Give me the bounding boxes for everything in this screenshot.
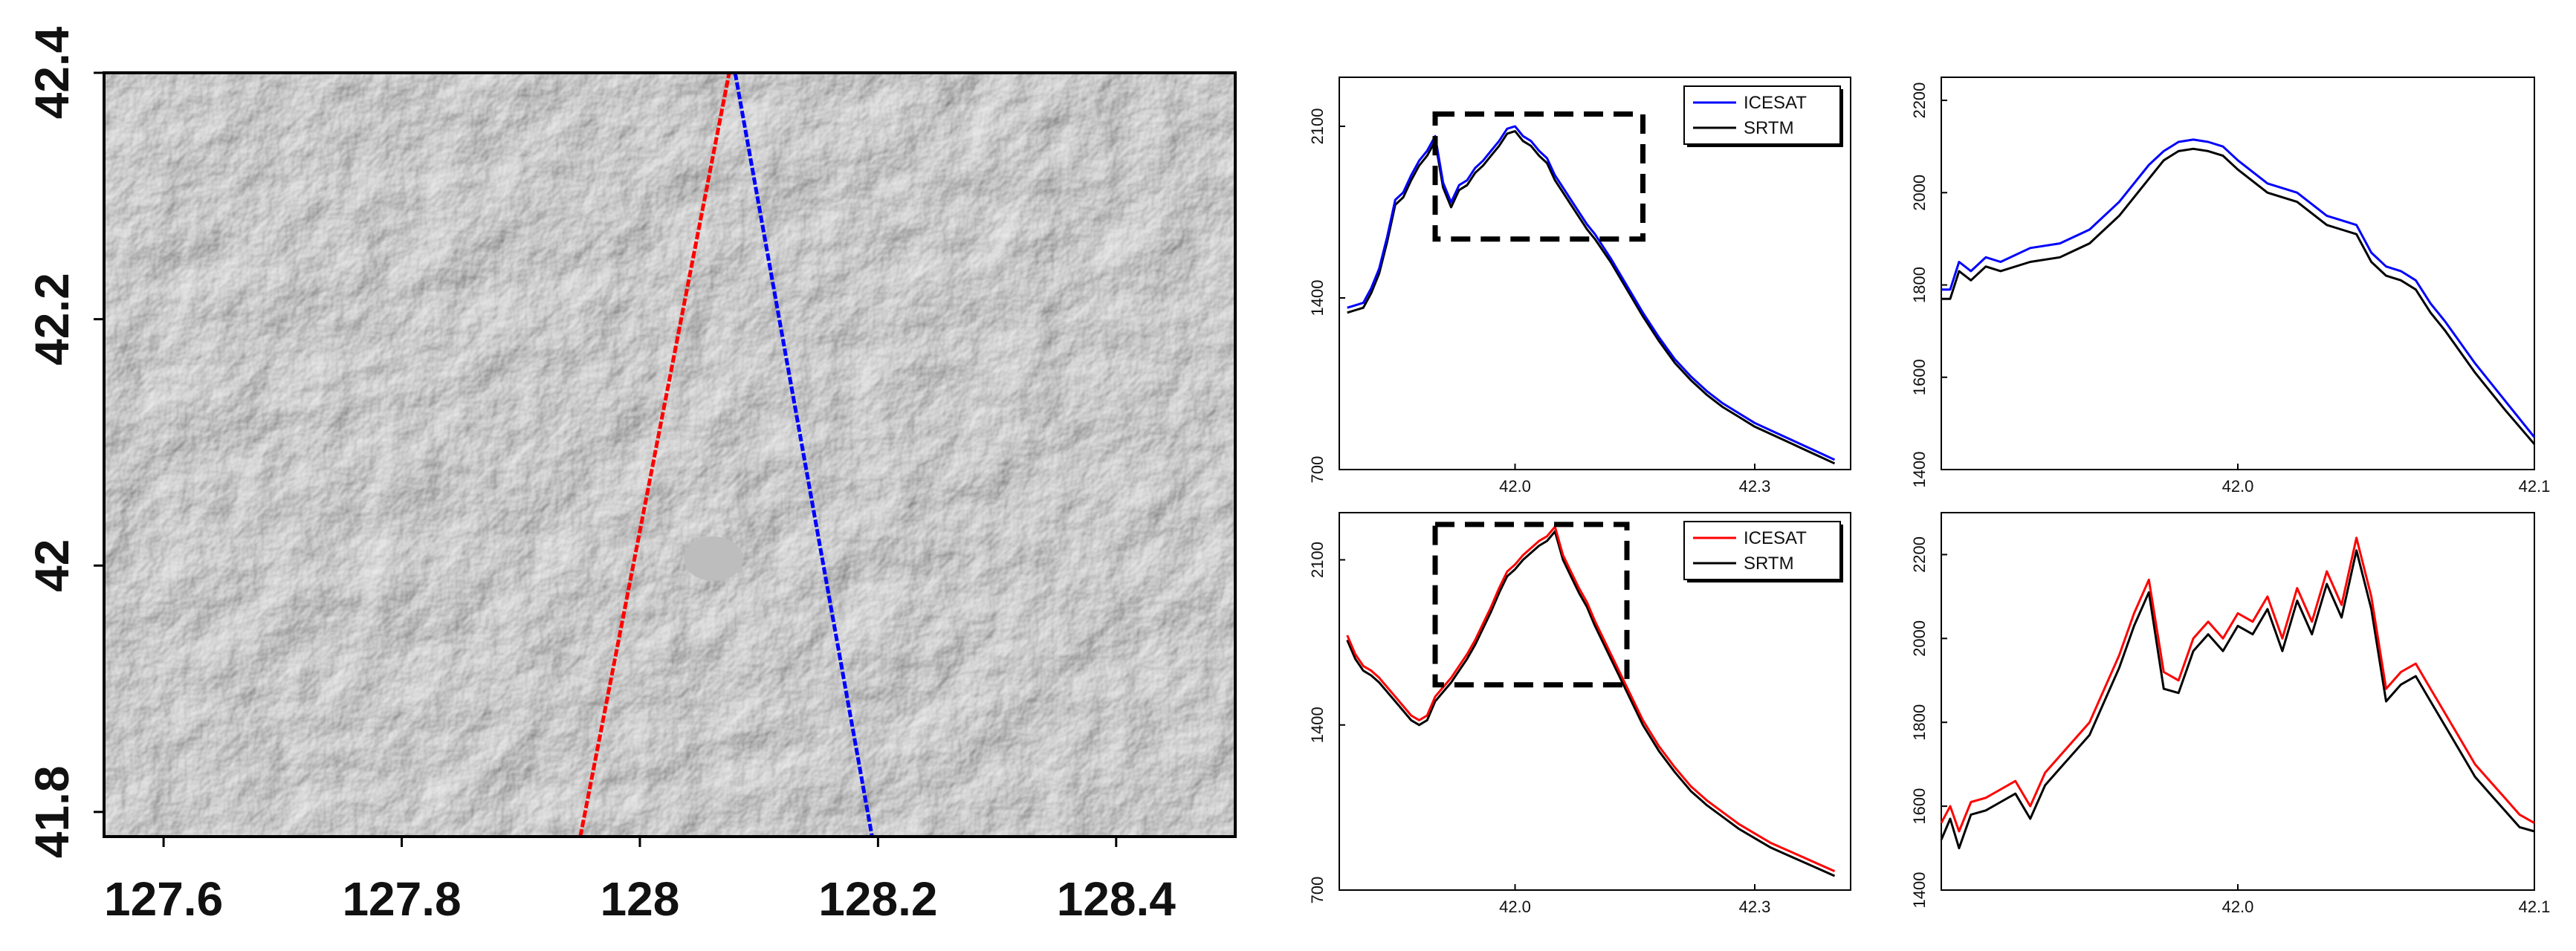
crater-lake <box>684 536 743 581</box>
profile-red-y-tick-label: 2100 <box>1308 542 1327 578</box>
map-y-tick-label: 42.4 <box>25 26 79 119</box>
zoom-blue-y-tick-label: 2200 <box>1910 82 1929 119</box>
zoom-blue-series-srtm <box>1941 147 2536 445</box>
map-track-layer <box>578 73 874 837</box>
profile-blue-series-srtm <box>1347 130 1836 465</box>
map-x-axis: 127.6 127.8 128 128.2 128.4 <box>104 837 1176 926</box>
map-panel: 127.6 127.8 128 128.2 128.4 41.8 42 42.2 42.4 <box>25 26 1237 926</box>
zoom-blue-x-tick-label: 42.1 <box>2519 477 2551 496</box>
legend-box <box>1683 521 1841 580</box>
zoom-panel-blue: 42.0 42.1 1400 1600 1800 2000 2200 <box>1910 77 2550 496</box>
profile-panel-red: 42.0 42.3 700 1400 2100 ICESAT SRTM <box>1308 512 1851 916</box>
legend-label: ICESAT <box>1744 93 1807 113</box>
map-y-tick-label: 42.2 <box>25 273 79 366</box>
relief-background <box>104 73 1235 837</box>
profile-blue-y-tick-label: 1400 <box>1308 280 1327 317</box>
zoom-red-series-icesat <box>1940 536 2535 833</box>
profile-blue-y-tick-label: 700 <box>1308 456 1327 484</box>
zoom-blue-series-icesat <box>1941 138 2536 438</box>
map-y-tick-label: 41.8 <box>25 766 79 859</box>
zoom-red-frame <box>1941 512 2535 891</box>
zoom-blue-x-tick-label: 42.0 <box>2222 477 2254 496</box>
zoom-red-x-tick-label: 42.1 <box>2519 898 2551 916</box>
map-y-tick-label: 42 <box>25 539 79 592</box>
profile-red-legend: ICESAT SRTM <box>1683 521 1843 582</box>
zoom-blue-frame <box>1941 77 2535 470</box>
zoom-panel-red: 42.0 42.1 1400 1600 1800 2000 2200 <box>1910 512 2551 916</box>
profile-red-series-icesat <box>1346 525 1836 872</box>
profile-red-x-tick-label: 42.3 <box>1739 898 1771 916</box>
map-x-tick-label: 128 <box>601 872 680 926</box>
zoom-blue-y-tick-label: 1400 <box>1910 452 1929 488</box>
legend-label: ICESAT <box>1744 528 1807 548</box>
profile-blue-series-icesat <box>1347 125 1836 461</box>
map-x-tick-label: 127.6 <box>104 872 223 926</box>
profile-blue-zoom-box <box>1432 111 1645 242</box>
zoom-blue-y-tick-label: 1600 <box>1910 359 1929 395</box>
profile-red-series-srtm <box>1346 530 1836 877</box>
profile-blue-legend: ICESAT SRTM <box>1683 85 1843 147</box>
map-track-0 <box>578 73 731 837</box>
map-y-axis: 41.8 42 42.2 42.4 <box>25 26 104 858</box>
zoom-red-series-srtm <box>1940 549 2535 850</box>
profile-blue-y-tick-label: 2100 <box>1308 108 1327 145</box>
zoom-red-y-tick-label: 1600 <box>1910 788 1929 825</box>
profile-panel-blue: 42.0 42.3 700 1400 2100 ICESAT SRTM <box>1308 77 1851 496</box>
zoom-red-y-tick-label: 2200 <box>1910 536 1929 573</box>
profile-red-y-tick-label: 700 <box>1308 877 1327 904</box>
profile-blue-x-tick-label: 42.3 <box>1739 477 1771 496</box>
legend-label: SRTM <box>1744 554 1794 574</box>
profile-red-zoom-box <box>1432 522 1630 688</box>
map-track-1 <box>733 73 874 837</box>
profile-red-y-tick-label: 1400 <box>1308 707 1327 743</box>
legend-box <box>1683 85 1841 145</box>
profile-red-x-tick-label: 42.0 <box>1499 898 1531 916</box>
legend-label: SRTM <box>1744 118 1794 138</box>
profile-blue-x-tick-label: 42.0 <box>1499 477 1531 496</box>
zoom-red-x-tick-label: 42.0 <box>2222 898 2254 916</box>
zoom-blue-y-tick-label: 1800 <box>1910 267 1929 303</box>
zoom-blue-y-tick-label: 2000 <box>1910 175 1929 211</box>
map-frame <box>103 71 1237 838</box>
zoom-red-y-tick-label: 2000 <box>1910 620 1929 657</box>
map-x-tick-label: 128.4 <box>1057 872 1177 926</box>
map-x-tick-label: 128.2 <box>818 872 937 926</box>
zoom-red-y-tick-label: 1400 <box>1910 872 1929 909</box>
map-x-tick-label: 127.8 <box>342 872 461 926</box>
zoom-red-y-tick-label: 1800 <box>1910 704 1929 741</box>
